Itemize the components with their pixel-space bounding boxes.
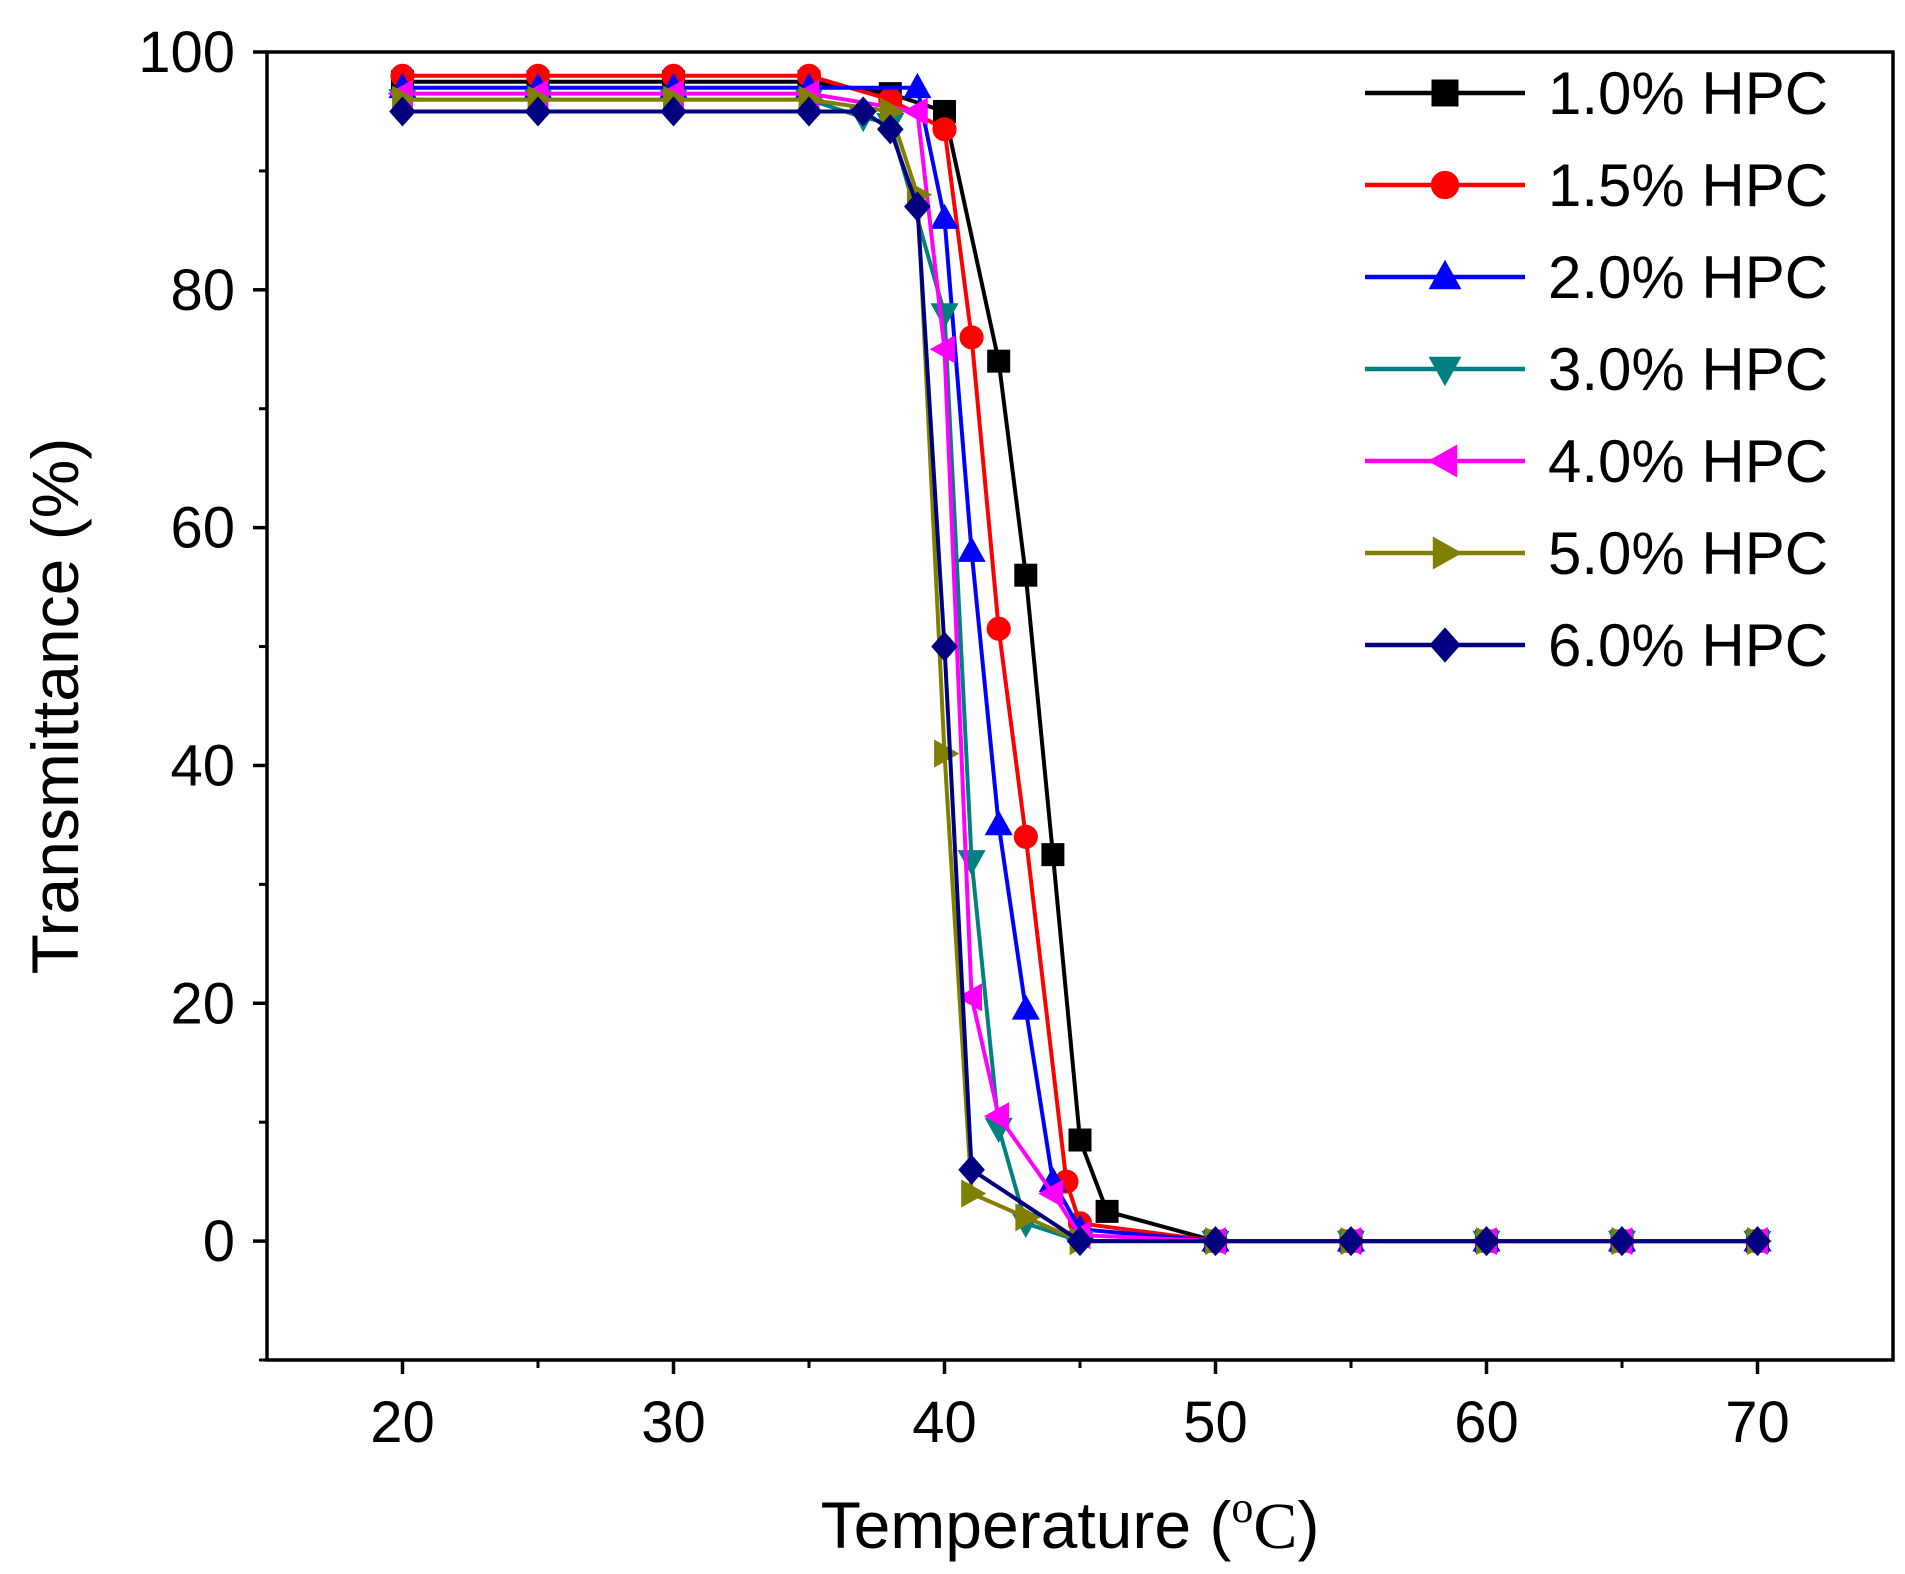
- x-tick-label: 70: [1725, 1390, 1790, 1455]
- legend-item: 1.5% HPC: [1365, 152, 1828, 219]
- legend-marker: [1429, 627, 1461, 663]
- data-point: [959, 325, 984, 350]
- legend-item: 1.0% HPC: [1365, 60, 1828, 127]
- legend-marker: [1431, 79, 1459, 107]
- data-point: [986, 616, 1011, 641]
- data-point: [795, 96, 823, 127]
- data-point: [958, 1154, 985, 1185]
- data-point: [929, 335, 955, 364]
- y-tick-label: 40: [170, 733, 235, 798]
- legend-marker: [1432, 536, 1463, 570]
- legend-marker: [1428, 356, 1462, 387]
- y-tick-label: 60: [170, 496, 235, 561]
- series-7: [389, 96, 1771, 1257]
- data-point: [956, 983, 982, 1012]
- legend-label: 3.0% HPC: [1548, 336, 1828, 403]
- data-point: [987, 349, 1011, 373]
- data-point: [524, 96, 552, 127]
- legend-item: 2.0% HPC: [1365, 244, 1828, 311]
- y-tick-label: 0: [203, 1209, 235, 1274]
- legend: 1.0% HPC 1.5% HPC 2.0% HPC 3.0% HPC 4.0% HPC…: [1365, 60, 1828, 679]
- data-point: [1068, 1128, 1092, 1152]
- y-tick-label: 100: [138, 20, 235, 85]
- legend-label: 4.0% HPC: [1548, 428, 1828, 495]
- data-point: [1095, 1199, 1119, 1223]
- legend-marker: [1427, 444, 1458, 478]
- legend-item: 3.0% HPC: [1365, 336, 1828, 403]
- x-tick-label: 40: [912, 1390, 977, 1455]
- legend-label: 1.5% HPC: [1548, 152, 1828, 219]
- x-axis-title: Temperature (oC): [821, 1483, 1320, 1563]
- data-point: [931, 631, 958, 662]
- data-point: [1014, 563, 1038, 587]
- x-tick-label: 30: [641, 1390, 706, 1455]
- data-point: [849, 96, 877, 127]
- legend-label: 6.0% HPC: [1548, 612, 1828, 679]
- data-point: [1066, 1226, 1094, 1257]
- data-point: [932, 117, 957, 142]
- y-axis-title: Transmittance (%): [18, 438, 92, 975]
- data-point: [1608, 1226, 1636, 1257]
- data-point: [389, 96, 416, 127]
- axis-ticks: 20 30 40 50 60 70 0 20 40 60 80 100: [138, 20, 1790, 1455]
- series-layer: [387, 63, 1773, 1257]
- x-tick-label: 50: [1183, 1390, 1248, 1455]
- data-point: [903, 72, 932, 99]
- data-point: [1337, 1226, 1365, 1257]
- legend-item: 5.0% HPC: [1365, 520, 1828, 587]
- y-tick-label: 20: [170, 971, 235, 1036]
- data-point: [1041, 843, 1065, 867]
- legend-label: 5.0% HPC: [1548, 520, 1828, 587]
- data-point: [961, 1179, 987, 1208]
- x-tick-label: 60: [1454, 1390, 1519, 1455]
- data-point: [983, 1102, 1010, 1131]
- data-point: [660, 96, 687, 127]
- data-point: [876, 114, 904, 145]
- legend-label: 2.0% HPC: [1548, 244, 1828, 311]
- y-tick-label: 80: [170, 258, 235, 323]
- data-point: [902, 97, 928, 126]
- x-tick-label: 20: [370, 1390, 435, 1455]
- data-point: [930, 203, 959, 229]
- data-point: [1473, 1226, 1500, 1257]
- legend-marker: [1428, 259, 1462, 290]
- data-point: [1015, 1203, 1041, 1232]
- data-point: [1744, 1226, 1771, 1257]
- legend-item: 6.0% HPC: [1365, 612, 1828, 679]
- data-point: [904, 191, 931, 222]
- data-point: [1013, 824, 1038, 849]
- data-point: [1202, 1226, 1229, 1257]
- data-point: [930, 303, 959, 329]
- data-point: [957, 536, 986, 562]
- legend-marker: [1430, 170, 1460, 200]
- legend-item: 4.0% HPC: [1365, 428, 1828, 495]
- data-point: [984, 810, 1013, 836]
- data-point: [934, 739, 960, 768]
- data-point: [957, 850, 986, 876]
- legend-label: 1.0% HPC: [1548, 60, 1828, 127]
- data-point: [1011, 994, 1040, 1020]
- data-point: [1038, 1179, 1064, 1208]
